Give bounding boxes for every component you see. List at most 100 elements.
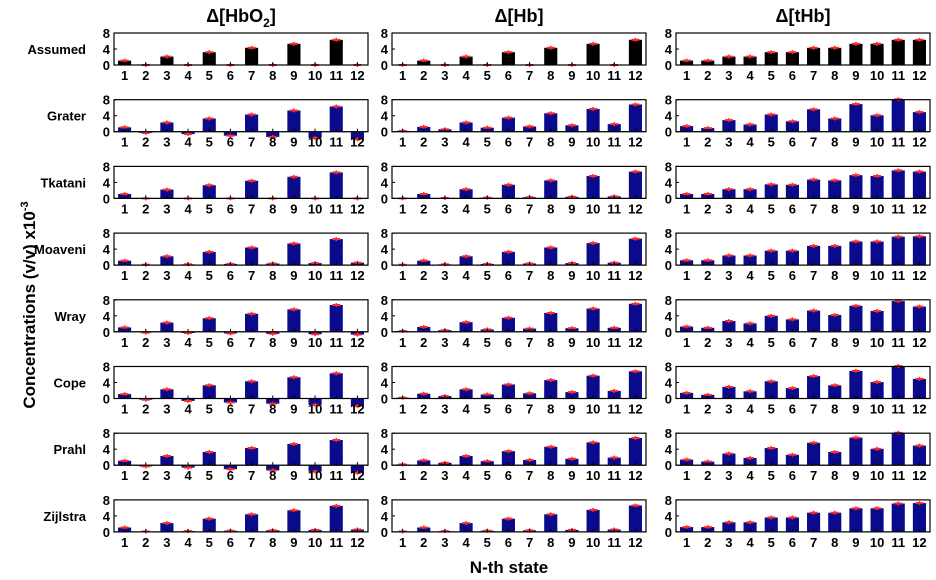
x-tick-label: 11 [329,468,343,483]
x-tick-label: 12 [350,335,364,350]
bar-7 [807,310,821,332]
bar-11 [329,239,343,266]
y-axis-label-exponent: -3 [19,201,31,211]
x-tick-label: 9 [290,402,297,417]
y-tick-label: 0 [381,325,388,340]
x-tick-label: 2 [420,201,427,216]
y-tick-label: 0 [103,525,110,540]
y-tick-label: 0 [103,392,110,407]
bar-8 [544,180,558,199]
x-tick-label: 7 [810,135,817,150]
x-tick-label: 2 [704,268,711,283]
row-label-assumed: Assumed [27,42,86,57]
bar-12 [350,398,364,407]
bar-9 [849,43,863,65]
bar-6 [501,251,515,266]
x-tick-label: 4 [462,535,470,550]
x-tick-label: 9 [852,68,859,83]
bar-5 [764,315,778,332]
bar-9 [565,125,579,132]
y-tick-label: 8 [381,493,388,508]
x-tick-label: 5 [206,335,213,350]
y-tick-label: 8 [381,426,388,441]
bar-8 [828,512,842,532]
x-tick-label: 9 [852,268,859,283]
x-tick-label: 8 [269,535,276,550]
y-tick-label: 0 [665,125,672,140]
x-tick-label: 12 [350,135,364,150]
x-tick-label: 4 [746,535,754,550]
bar-6 [501,184,515,199]
x-tick-label: 5 [768,402,775,417]
x-tick-label: 12 [350,468,364,483]
x-tick-label: 5 [206,135,213,150]
bar-5 [202,52,216,65]
y-tick-label: 4 [381,376,389,391]
x-tick-label: 7 [810,535,817,550]
y-tick-label: 8 [103,293,110,308]
bar-12 [350,465,364,473]
x-tick-label: 6 [505,135,512,150]
x-tick-label: 3 [163,201,170,216]
y-tick-label: 8 [665,26,672,41]
x-tick-label: 1 [399,402,406,417]
x-tick-label: 11 [329,535,343,550]
x-tick-label: 8 [547,535,554,550]
x-tick-label: 9 [852,468,859,483]
bar-4 [743,522,757,532]
x-tick-label: 3 [725,135,732,150]
x-tick-label: 8 [269,402,276,417]
bar-7 [245,247,259,266]
x-tick-label: 3 [441,468,448,483]
bar-8 [544,380,558,399]
x-tick-label: 12 [912,68,926,83]
x-tick-label: 9 [290,201,297,216]
x-tick-label: 3 [725,68,732,83]
y-axis-label-text: Concentrations (v/v) x10 [20,211,39,408]
bar-12 [628,303,642,332]
x-tick-label: 11 [607,402,621,417]
bar-6 [501,451,515,466]
x-tick-label: 6 [227,268,234,283]
x-tick-label: 3 [725,402,732,417]
bar-3 [722,189,736,199]
x-tick-label: 4 [746,402,754,417]
x-tick-label: 8 [269,135,276,150]
x-tick-label: 9 [290,68,297,83]
x-tick-label: 2 [420,402,427,417]
x-tick-label: 6 [505,468,512,483]
bar-3 [160,256,174,266]
x-tick-label: 10 [308,135,322,150]
x-tick-label: 10 [586,268,600,283]
x-tick-label: 6 [227,535,234,550]
x-tick-label: 5 [768,68,775,83]
x-tick-label: 11 [891,535,905,550]
bar-7 [807,179,821,199]
bar-7 [245,381,259,399]
x-tick-label: 3 [725,535,732,550]
x-tick-label: 2 [420,468,427,483]
x-tick-label: 2 [142,268,149,283]
y-tick-label: 4 [103,309,111,324]
x-tick-label: 11 [607,135,621,150]
x-tick-label: 7 [248,402,255,417]
bar-4 [459,389,473,399]
bar-10 [870,311,884,332]
x-tick-label: 10 [586,135,600,150]
bar-11 [329,373,343,399]
x-tick-label: 2 [704,135,711,150]
x-tick-label: 8 [269,268,276,283]
x-tick-label: 8 [547,402,554,417]
bar-4 [743,255,757,266]
bar-10 [586,442,600,466]
bar-6 [785,388,799,399]
x-tick-label: 4 [184,68,192,83]
bar-4 [459,189,473,199]
bar-9 [287,176,301,199]
column-title-main: Δ[tHb] [776,6,831,26]
